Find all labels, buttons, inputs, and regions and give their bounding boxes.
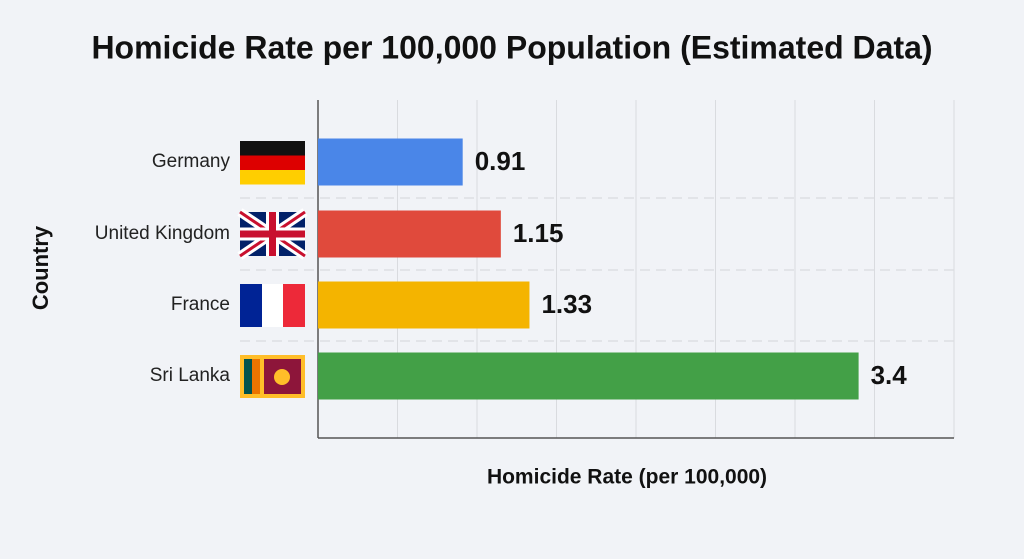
y-tick-label: Sri Lanka xyxy=(150,365,231,386)
value-label: 1.33 xyxy=(541,289,592,319)
y-tick-label: United Kingdom xyxy=(95,223,230,244)
value-label: 3.4 xyxy=(871,360,908,390)
flag-sri-lanka xyxy=(240,355,305,398)
row-separators xyxy=(240,197,954,342)
flag-germany xyxy=(240,141,305,185)
bar xyxy=(318,352,859,400)
flag-uk xyxy=(237,208,308,260)
y-axis-title: Country xyxy=(28,225,53,310)
y-tick-label: Germany xyxy=(152,151,231,172)
bar xyxy=(318,281,530,329)
bar xyxy=(318,138,463,186)
y-tick-label: France xyxy=(171,294,230,315)
flag-france xyxy=(240,284,305,327)
chart-title: Homicide Rate per 100,000 Population (Es… xyxy=(91,29,932,65)
value-label: 1.15 xyxy=(513,218,564,248)
bar xyxy=(318,210,501,258)
x-axis-title: Homicide Rate (per 100,000) xyxy=(487,466,767,489)
value-label: 0.91 xyxy=(475,146,526,176)
